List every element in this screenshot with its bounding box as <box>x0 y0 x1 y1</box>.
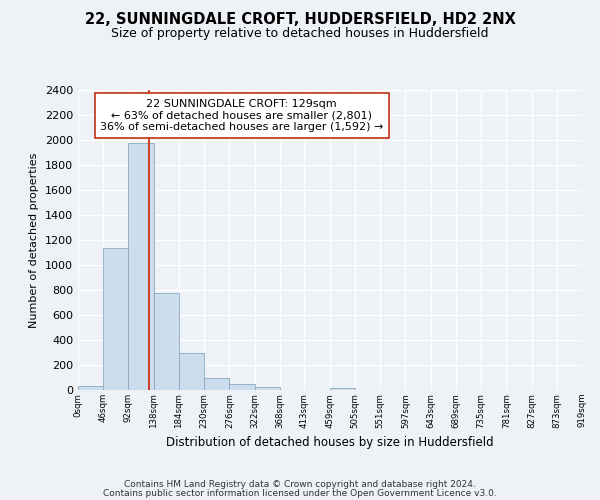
Bar <box>78 386 103 390</box>
Y-axis label: Number of detached properties: Number of detached properties <box>29 152 40 328</box>
Bar <box>154 292 179 390</box>
Bar <box>229 384 254 390</box>
Text: Size of property relative to detached houses in Huddersfield: Size of property relative to detached ho… <box>111 28 489 40</box>
Bar <box>179 353 204 390</box>
X-axis label: Distribution of detached houses by size in Huddersfield: Distribution of detached houses by size … <box>166 436 494 449</box>
Bar <box>103 248 128 390</box>
Text: Contains HM Land Registry data © Crown copyright and database right 2024.: Contains HM Land Registry data © Crown c… <box>124 480 476 489</box>
Text: 22 SUNNINGDALE CROFT: 129sqm
← 63% of detached houses are smaller (2,801)
36% of: 22 SUNNINGDALE CROFT: 129sqm ← 63% of de… <box>100 99 383 132</box>
Text: 22, SUNNINGDALE CROFT, HUDDERSFIELD, HD2 2NX: 22, SUNNINGDALE CROFT, HUDDERSFIELD, HD2… <box>85 12 515 28</box>
Bar <box>128 142 154 390</box>
Bar <box>204 378 229 390</box>
Bar <box>254 387 280 390</box>
Text: Contains public sector information licensed under the Open Government Licence v3: Contains public sector information licen… <box>103 488 497 498</box>
Bar <box>330 388 355 390</box>
